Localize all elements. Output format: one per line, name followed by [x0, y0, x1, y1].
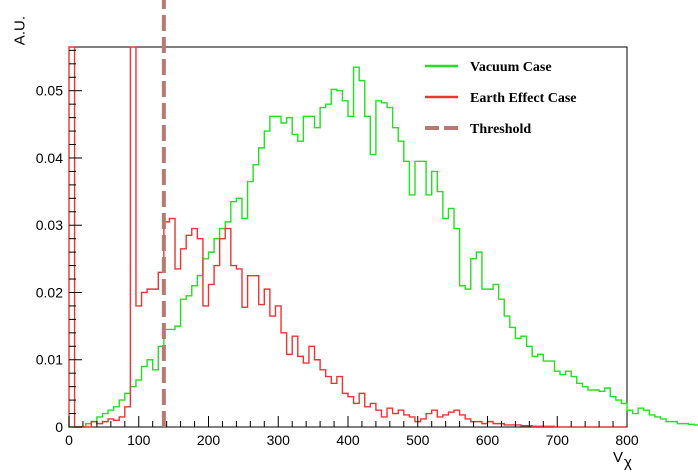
series-earth-effect-line	[68, 46, 627, 428]
x-tick-label: 600	[476, 432, 500, 448]
x-tick-label: 500	[406, 432, 430, 448]
x-tick-label: 700	[546, 432, 570, 448]
x-axis-title: V χ	[613, 449, 632, 471]
svg-text:V: V	[613, 449, 623, 466]
x-tick-label: 200	[197, 432, 221, 448]
y-tick-label: 0.04	[36, 150, 63, 166]
svg-text:χ: χ	[624, 454, 632, 471]
legend-label: Vacuum Case	[470, 60, 552, 75]
legend-label: Threshold	[470, 122, 531, 137]
y-tick-label: 0.03	[36, 217, 63, 233]
x-tick-label: 400	[336, 432, 360, 448]
y-tick-label: 0	[55, 419, 63, 435]
legend-label: Earth Effect Case	[470, 91, 577, 106]
x-tick-label: 0	[65, 432, 73, 448]
series-vacuum-line	[69, 66, 698, 428]
y-tick-label: 0.05	[36, 83, 63, 99]
x-tick-label: 300	[267, 432, 291, 448]
y-axis-title: A.U.	[11, 16, 28, 45]
x-tick-label: 100	[127, 432, 151, 448]
y-tick-label: 0.02	[36, 284, 63, 300]
x-tick-label: 800	[615, 432, 639, 448]
y-tick-label: 0.01	[36, 352, 63, 368]
legend: Vacuum Case Earth Effect Case Threshold	[425, 60, 577, 137]
